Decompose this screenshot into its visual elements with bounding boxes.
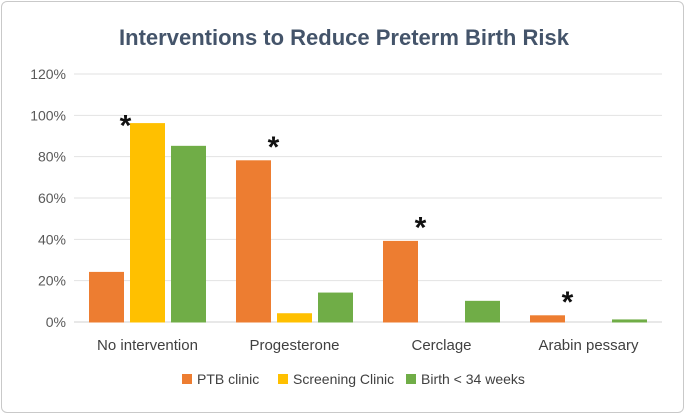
- significance-markers: * * * *: [120, 110, 574, 319]
- bar: [171, 145, 206, 323]
- legend-label: Birth < 34 weeks: [421, 371, 525, 387]
- legend-label: PTB clinic: [197, 371, 259, 387]
- bar: [318, 292, 353, 323]
- chart: Interventions to Reduce Preterm Birth Ri…: [30, 25, 662, 387]
- x-tick-label: Arabin pessary: [538, 337, 639, 354]
- y-tick-label: 100%: [30, 107, 66, 123]
- y-tick-label: 20%: [38, 273, 66, 289]
- significance-asterisk: *: [268, 131, 280, 164]
- bar: [465, 300, 500, 323]
- y-tick-label: 60%: [38, 190, 66, 206]
- significance-asterisk: *: [415, 211, 427, 244]
- bar: [236, 160, 271, 323]
- y-axis: 0% 20% 40% 60% 80% 100% 120%: [30, 66, 66, 330]
- chart-title: Interventions to Reduce Preterm Birth Ri…: [119, 25, 570, 50]
- bar: [530, 315, 565, 323]
- y-tick-label: 80%: [38, 149, 66, 165]
- x-axis: No intervention Progesterone Cerclage Arabi…: [97, 337, 639, 354]
- legend-swatch: [182, 374, 192, 384]
- legend-label: Screening Clinic: [293, 371, 394, 387]
- y-tick-label: 40%: [38, 231, 66, 247]
- bars: [89, 123, 647, 323]
- x-tick-label: Progesterone: [249, 337, 339, 354]
- legend-swatch: [278, 374, 288, 384]
- y-tick-label: 120%: [30, 66, 66, 82]
- bar: [383, 240, 418, 323]
- y-tick-label: 0%: [46, 314, 66, 330]
- legend: PTB clinic Screening Clinic Birth < 34 wee…: [182, 371, 525, 387]
- x-tick-label: Cerclage: [411, 337, 471, 354]
- bar: [130, 123, 165, 323]
- legend-swatch: [406, 374, 416, 384]
- bar: [277, 313, 312, 323]
- significance-asterisk: *: [120, 110, 132, 143]
- significance-asterisk: *: [562, 286, 574, 319]
- x-tick-label: No intervention: [97, 337, 198, 354]
- bar: [89, 271, 124, 323]
- bar: [612, 319, 647, 323]
